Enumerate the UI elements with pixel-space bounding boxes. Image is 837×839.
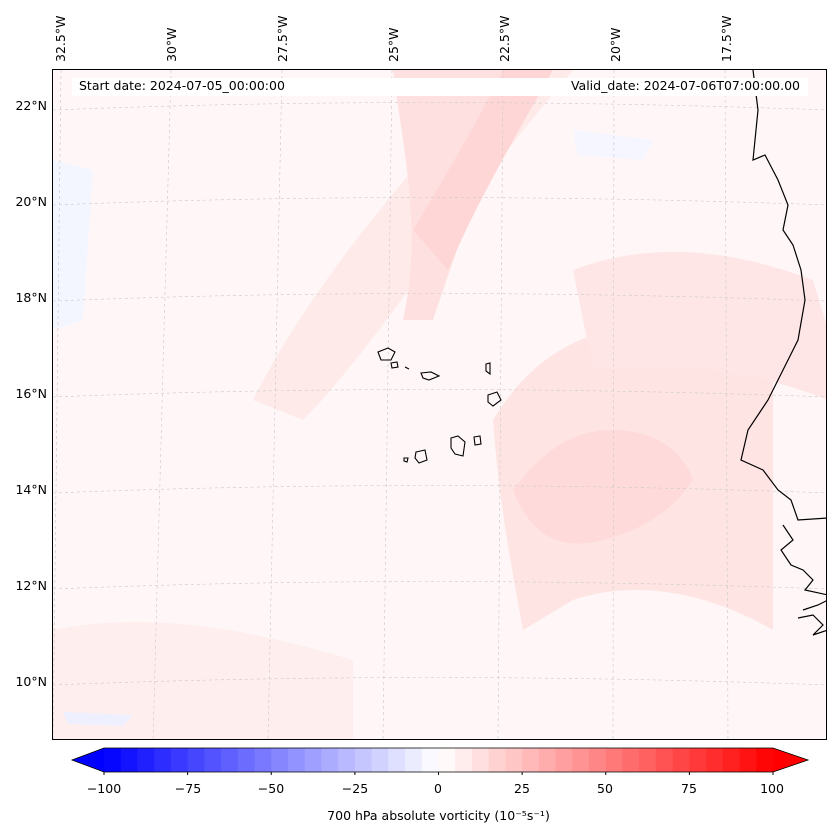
lon-label-27-5w: 27.5°W [275, 15, 290, 62]
vorticity-field [53, 70, 826, 739]
lat-label-16n: 16°N [15, 386, 47, 401]
colorbar-bin [271, 748, 289, 772]
colorbar-bin [354, 748, 373, 772]
colorbar-bin [572, 748, 590, 772]
lat-label-22n: 22°N [15, 98, 47, 113]
lon-label-22-5w: 22.5°W [497, 15, 512, 62]
colorbar-bin [672, 748, 690, 772]
colorbar-bin [522, 748, 540, 772]
lon-label-20w: 20°W [608, 27, 623, 62]
lon-label-30w: 30°W [164, 27, 179, 62]
colorbar-tick: −100 [86, 781, 122, 796]
negative-vorticity-north [573, 130, 653, 160]
colorbar-bin [756, 748, 774, 772]
colorbar-bin [589, 748, 607, 772]
colorbar-tick: 0 [434, 781, 442, 796]
colorbar-tick: 100 [760, 781, 784, 796]
lat-label-14n: 14°N [15, 482, 47, 497]
colorbar [70, 747, 810, 775]
vorticity-band-east [573, 251, 826, 400]
colorbar-bin [237, 748, 256, 772]
guinea-coastline [797, 600, 826, 636]
colorbar-bin [371, 748, 389, 772]
colorbar-bin [170, 748, 189, 772]
negative-vorticity-sw [63, 712, 133, 726]
colorbar-bin [221, 748, 239, 772]
colorbar-extend-max [773, 748, 808, 772]
senegambia-coastline [780, 524, 826, 596]
colorbar-bin [438, 748, 456, 772]
colorbar-bin [639, 748, 657, 772]
colorbar-bin [471, 748, 490, 772]
colorbar-tick: −75 [174, 781, 202, 796]
lon-label-32-5w: 32.5°W [53, 15, 68, 62]
colorbar-bin [104, 748, 122, 772]
colorbar-tick: −25 [341, 781, 369, 796]
lon-label-17-5w: 17.5°W [719, 15, 734, 62]
colorbar-tick: 25 [514, 781, 530, 796]
lat-label-18n: 18°N [15, 290, 47, 305]
colorbar-tick: 50 [597, 781, 613, 796]
cape-verde-islands [377, 347, 502, 464]
colorbar-bin [254, 748, 272, 772]
colorbar-bin [154, 748, 172, 772]
vorticity-band-core [413, 70, 553, 270]
colorbar-bin [287, 748, 306, 772]
lat-label-12n: 12°N [15, 578, 47, 593]
colorbar-tick: 75 [681, 781, 697, 796]
colorbar-bin [321, 748, 339, 772]
valid-date-label: Valid_date: 2024-07-06T07:00:00.00 [570, 78, 800, 93]
colorbar-bin [706, 748, 724, 772]
colorbar-bin [655, 748, 674, 772]
colorbar-bin [388, 748, 406, 772]
colorbar-bin [605, 748, 623, 772]
colorbar-bin [722, 748, 741, 772]
map-panel [52, 69, 827, 740]
colorbar-label: 700 hPa absolute vorticity (10⁻⁵s⁻¹) [327, 808, 550, 823]
start-date-label: Start date: 2024-07-05_00:00:00 [79, 78, 285, 93]
colorbar-bin [137, 748, 155, 772]
colorbar-bin [338, 748, 356, 772]
colorbar-bin [421, 748, 439, 772]
colorbar-bin [204, 748, 222, 772]
negative-vorticity-west [53, 160, 93, 330]
colorbar-bin [739, 748, 757, 772]
colorbar-bin [689, 748, 707, 772]
colorbar-bin [555, 748, 573, 772]
africa-coastline [740, 70, 826, 521]
lat-label-10n: 10°N [15, 674, 47, 689]
colorbar-bin [505, 748, 523, 772]
colorbar-bin [304, 748, 322, 772]
colorbar-bin [488, 748, 506, 772]
colorbar-bin [120, 748, 138, 772]
lon-label-25w: 25°W [386, 27, 401, 62]
vorticity-band-southcore [513, 430, 693, 544]
colorbar-bin [455, 748, 473, 772]
colorbar-bin [405, 748, 423, 772]
graticule [53, 70, 826, 739]
title-band [72, 78, 808, 96]
colorbar-bin [622, 748, 640, 772]
colorbar-bin [187, 748, 205, 772]
colorbar-bin [538, 748, 557, 772]
lat-label-20n: 20°N [15, 194, 47, 209]
colorbar-tick: −50 [257, 781, 285, 796]
colorbar-extend-min [72, 748, 104, 772]
